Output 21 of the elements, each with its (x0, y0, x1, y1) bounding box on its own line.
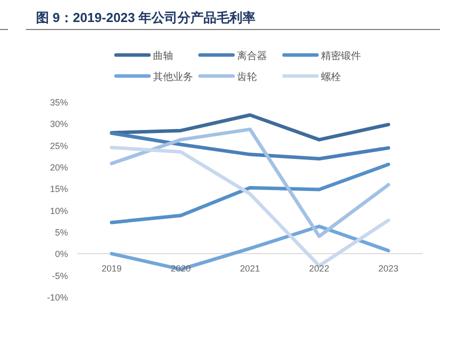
y-tick-label: 25% (50, 140, 68, 151)
x-tick-label: 2022 (309, 264, 330, 274)
x-tick-label: 2019 (102, 264, 122, 274)
legend-label: 曲轴 (153, 50, 173, 62)
y-tick-label: -10% (46, 292, 68, 302)
x-tick-label: 2021 (240, 264, 260, 274)
legend-label: 齿轮 (237, 71, 257, 83)
legend-label: 精密锻件 (321, 50, 361, 62)
y-tick-label: 5% (54, 228, 68, 238)
y-tick-label: 20% (50, 162, 68, 172)
legend-label: 离合器 (237, 50, 267, 62)
y-tick-label: 10% (50, 206, 68, 216)
chart-title: 图 9：2019-2023 年公司分产品毛利率 (36, 10, 256, 25)
legend-label: 其他业务 (153, 71, 193, 83)
y-tick-label: 0% (54, 249, 68, 260)
y-tick-label: 15% (50, 184, 68, 194)
y-tick-label: 35% (50, 98, 68, 108)
legend-label: 螺栓 (321, 71, 341, 83)
y-tick-label: 30% (50, 119, 68, 130)
x-tick-label: 2023 (378, 264, 398, 274)
y-tick-label: -5% (52, 270, 68, 281)
